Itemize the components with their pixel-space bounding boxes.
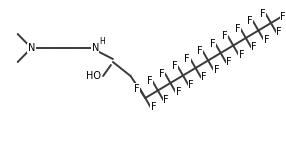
Text: N: N [28,43,35,53]
Text: HO: HO [86,71,101,81]
Text: F: F [222,31,228,41]
Text: F: F [260,9,265,19]
Text: F: F [163,95,169,105]
Text: F: F [159,68,165,78]
Text: F: F [239,50,244,60]
Text: F: F [276,27,282,37]
Text: F: F [134,83,140,93]
Text: F: F [214,65,219,75]
Text: F: F [251,42,257,52]
Text: F: F [197,46,203,56]
Text: F: F [210,39,215,49]
Text: F: F [201,73,207,83]
Text: F: F [247,16,253,26]
Text: F: F [188,80,194,90]
Text: F: F [172,61,178,71]
Text: H: H [99,37,105,46]
Text: F: F [235,24,240,34]
Text: F: F [280,12,286,22]
Text: F: F [151,102,156,112]
Text: F: F [184,54,190,63]
Text: F: F [176,88,182,98]
Text: F: F [226,58,232,68]
Text: N: N [92,43,99,53]
Text: F: F [147,76,152,86]
Text: F: F [264,35,269,45]
